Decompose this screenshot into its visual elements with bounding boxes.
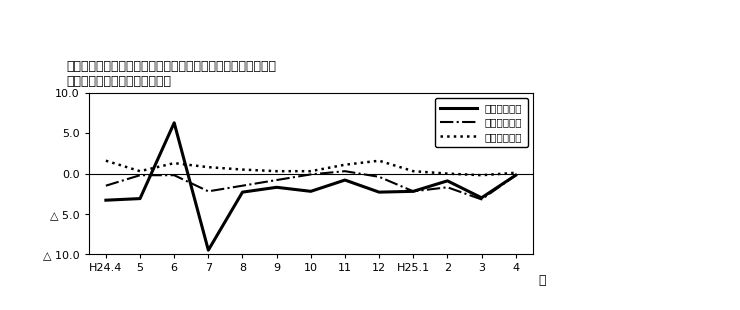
Legend: 現金給与総額, 総実労働時間, 常用雇用指数: 現金給与総額, 総実労働時間, 常用雇用指数 bbox=[435, 98, 528, 147]
Text: 第４図　賃金、労働時間、常用雇用指数　対前年同月比の推移
（規樯５人以上　調査産業計）: 第４図 賃金、労働時間、常用雇用指数 対前年同月比の推移 （規樯５人以上 調査産… bbox=[67, 60, 277, 88]
X-axis label: 月: 月 bbox=[538, 273, 545, 286]
